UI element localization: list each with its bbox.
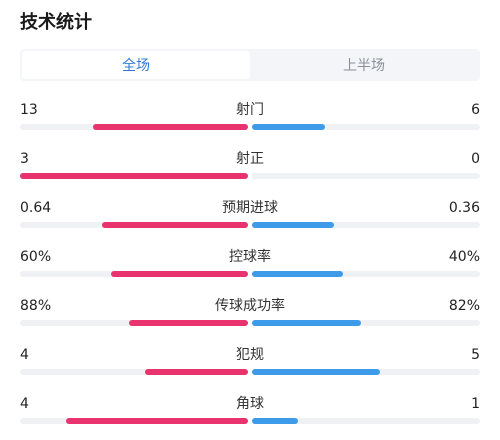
home-value: 4 — [20, 396, 29, 412]
away-bar — [252, 418, 298, 424]
away-value: 82% — [448, 298, 480, 314]
tab-full-match[interactable]: 全场 — [22, 51, 250, 79]
stat-label: 犯规 — [236, 347, 264, 363]
away-bar — [252, 222, 334, 228]
away-value: 5 — [471, 347, 480, 363]
period-tabs: 全场 上半场 — [20, 49, 480, 81]
page-title: 技术统计 — [20, 12, 92, 33]
home-bar-track — [20, 320, 248, 326]
home-bar-track — [20, 271, 248, 277]
away-bar-track — [252, 124, 480, 130]
away-value: 6 — [471, 102, 480, 118]
home-bar-track — [20, 222, 248, 228]
home-bar — [93, 124, 248, 130]
home-bar-track — [20, 369, 248, 375]
stat-row-shots-on-target: 3 射正 0 — [20, 149, 480, 189]
home-bar — [20, 173, 248, 179]
stat-row-fouls: 4 犯规 5 — [20, 345, 480, 385]
away-bar-track — [252, 271, 480, 277]
stat-label: 控球率 — [229, 249, 271, 265]
home-value: 3 — [20, 151, 29, 167]
away-value: 40% — [448, 249, 480, 265]
away-bar-track — [252, 418, 480, 424]
away-value: 1 — [471, 396, 480, 412]
stat-label: 预期进球 — [222, 200, 278, 216]
stat-label: 角球 — [236, 396, 264, 412]
home-bar — [102, 222, 248, 228]
home-value: 0.64 — [20, 200, 52, 216]
stat-row-possession: 60% 控球率 40% — [20, 247, 480, 287]
home-bar — [129, 320, 248, 326]
home-bar — [66, 418, 248, 424]
stat-label: 传球成功率 — [215, 298, 285, 314]
home-bar-track — [20, 124, 248, 130]
away-bar — [252, 320, 361, 326]
stat-label: 射门 — [236, 102, 264, 118]
home-bar — [145, 369, 248, 375]
stat-row-shots: 13 射门 6 — [20, 100, 480, 140]
home-value: 88% — [20, 298, 52, 314]
away-bar-track — [252, 320, 480, 326]
away-bar — [252, 369, 380, 375]
away-value: 0.36 — [448, 200, 480, 216]
away-bar-track — [252, 369, 480, 375]
tab-first-half[interactable]: 上半场 — [343, 58, 385, 74]
away-bar — [252, 271, 343, 277]
stat-label: 射正 — [236, 151, 264, 167]
stat-row-corners: 4 角球 1 — [20, 394, 480, 434]
away-bar-track — [252, 222, 480, 228]
away-value: 0 — [471, 151, 480, 167]
home-value: 13 — [20, 102, 38, 118]
home-bar-track — [20, 173, 248, 179]
home-value: 60% — [20, 249, 52, 265]
home-value: 4 — [20, 347, 29, 363]
away-bar-track — [252, 173, 480, 179]
home-bar — [111, 271, 248, 277]
stat-row-pass-accuracy: 88% 传球成功率 82% — [20, 296, 480, 336]
away-bar — [252, 124, 325, 130]
home-bar-track — [20, 418, 248, 424]
stat-row-expected-goals: 0.64 预期进球 0.36 — [20, 198, 480, 238]
